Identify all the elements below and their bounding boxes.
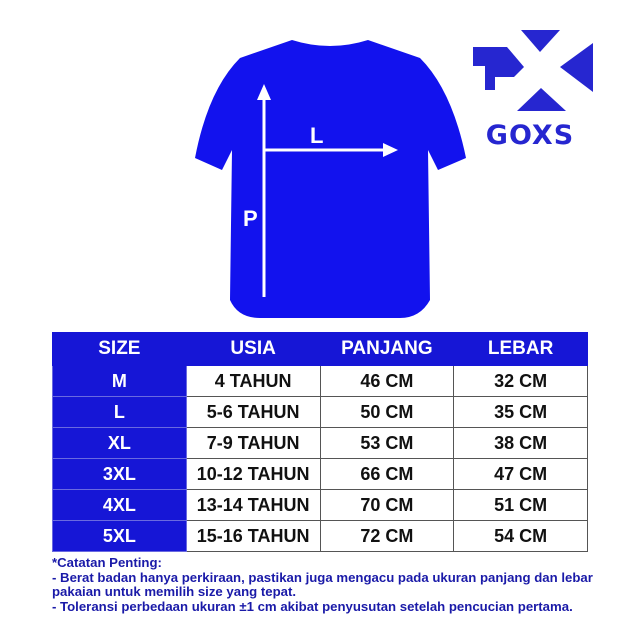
size-cell: 3XL <box>52 458 187 490</box>
length-cell: 46 CM <box>319 365 455 397</box>
length-cell: 70 CM <box>319 489 455 521</box>
header-size: SIZE <box>52 332 187 366</box>
size-cell: 5XL <box>52 520 187 552</box>
size-cell: M <box>52 365 187 397</box>
length-cell: 72 CM <box>319 520 455 552</box>
width-label: L <box>310 123 323 148</box>
tshirt-diagram: L P <box>195 30 593 318</box>
length-cell: 53 CM <box>319 427 455 459</box>
header-panjang: PANJANG <box>319 332 455 366</box>
table-row: L 5-6 TAHUN 50 CM 35 CM <box>52 396 588 428</box>
tshirt-shape <box>195 40 466 318</box>
table-row: 5XL 15-16 TAHUN 72 CM 54 CM <box>52 520 588 552</box>
table-row: 4XL 13-14 TAHUN 70 CM 51 CM <box>52 489 588 521</box>
age-cell: 10-12 TAHUN <box>185 458 321 490</box>
note-item: - Toleransi perbedaan ukuran ±1 cm akiba… <box>52 598 573 614</box>
width-cell: 32 CM <box>453 365 588 397</box>
table-row: XL 7-9 TAHUN 53 CM 38 CM <box>52 427 588 459</box>
size-cell: 4XL <box>52 489 187 521</box>
width-cell: 38 CM <box>453 427 588 459</box>
length-arrow <box>257 84 271 297</box>
notes-title: *Catatan Penting: <box>52 555 162 570</box>
width-cell: 51 CM <box>453 489 588 521</box>
length-cell: 50 CM <box>319 396 455 428</box>
header-usia: USIA <box>185 332 321 366</box>
note-item: - Berat badan hanya perkiraan, pastikan … <box>52 569 593 599</box>
width-cell: 47 CM <box>453 458 588 490</box>
width-arrow <box>264 143 398 157</box>
brand-logo-text: GOXS <box>485 120 575 151</box>
brand-logo-mark <box>473 30 593 111</box>
age-cell: 13-14 TAHUN <box>185 489 321 521</box>
width-cell: 35 CM <box>453 396 588 428</box>
age-cell: 15-16 TAHUN <box>185 520 321 552</box>
length-label: P <box>243 206 258 231</box>
age-cell: 4 TAHUN <box>185 365 321 397</box>
width-cell: 54 CM <box>453 520 588 552</box>
table-header-row: SIZE USIA PANJANG LEBAR <box>52 332 588 366</box>
size-cell: L <box>52 396 187 428</box>
size-cell: XL <box>52 427 187 459</box>
age-cell: 7-9 TAHUN <box>185 427 321 459</box>
header-lebar: LEBAR <box>453 332 588 366</box>
age-cell: 5-6 TAHUN <box>185 396 321 428</box>
length-cell: 66 CM <box>319 458 455 490</box>
notes-section: *Catatan Penting: - Berat badan hanya pe… <box>52 555 612 614</box>
table-row: 3XL 10-12 TAHUN 66 CM 47 CM <box>52 458 588 490</box>
